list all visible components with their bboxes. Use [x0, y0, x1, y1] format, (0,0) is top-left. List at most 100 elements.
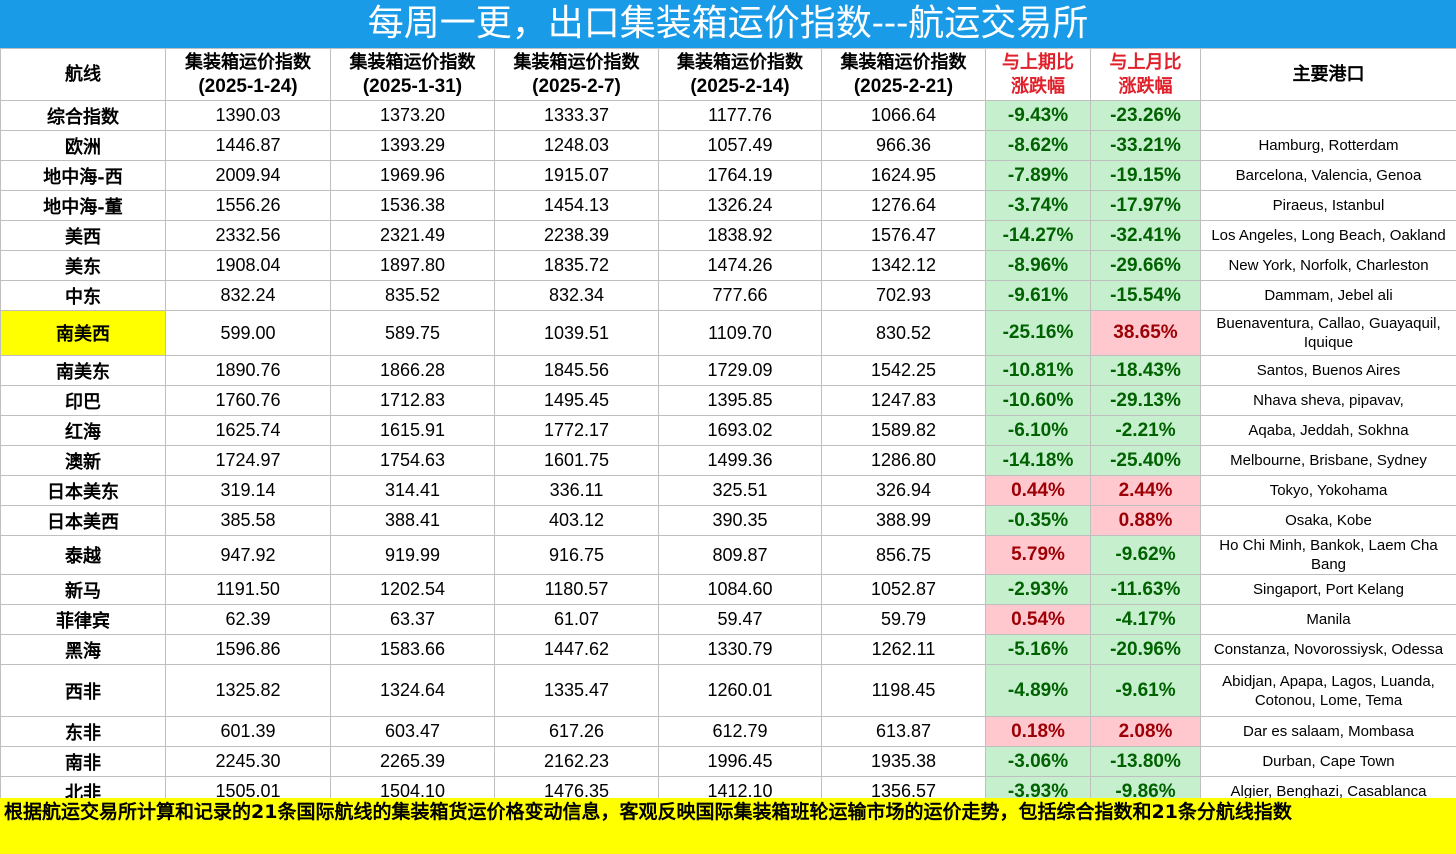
header-row: 航线 集装箱运价指数 (2025-1-24) 集装箱运价指数 (2025-1-31) 集装…	[0, 48, 1456, 101]
header-line: 集装箱运价指数	[349, 51, 476, 73]
table-cell: 1596.86	[165, 634, 331, 665]
table-row: 印巴 1760.76 1712.83 1495.45 1395.85 1247.83 -10…	[0, 385, 1456, 416]
table-cell: 1447.62	[494, 634, 659, 665]
table-cell: 2332.56	[165, 220, 331, 251]
table-cell: 1324.64	[330, 664, 495, 717]
header-line: (2025-1-31)	[362, 75, 463, 97]
table-row: 地中海-董 1556.26 1536.38 1454.13 1326.24 1276.64…	[0, 190, 1456, 221]
table-cell: 1330.79	[658, 634, 822, 665]
table-cell: Aqaba, Jeddah, Sokhna	[1200, 415, 1456, 446]
table-cell: 1454.13	[494, 190, 659, 221]
table-cell: 东非	[0, 716, 166, 747]
table-cell: 1866.28	[330, 355, 495, 386]
table-cell: 1556.26	[165, 190, 331, 221]
table-body: 综合指数 1390.03 1373.20 1333.37 1177.76 1066.64-…	[0, 100, 1456, 807]
table-cell: 601.39	[165, 716, 331, 747]
table-cell: Buenaventura, Callao, Guayaquil, Iquique	[1200, 310, 1456, 356]
table-cell: -20.96%	[1090, 634, 1201, 665]
table-cell: -8.62%	[985, 130, 1091, 161]
table-cell: New York, Norfolk, Charleston	[1200, 250, 1456, 281]
header-line: (2025-2-7)	[532, 75, 621, 97]
table-cell: Dammam, Jebel ali	[1200, 280, 1456, 311]
table-cell: 2.08%	[1090, 716, 1201, 747]
table-cell: -33.21%	[1090, 130, 1201, 161]
table-cell: 1915.07	[494, 160, 659, 191]
table-cell: 菲律宾	[0, 604, 166, 635]
table-cell: 0.88%	[1090, 505, 1201, 536]
table-cell: 1039.51	[494, 310, 659, 356]
table-row: 红海 1625.74 1615.91 1772.17 1693.02 1589.82 -6.…	[0, 415, 1456, 446]
table-row: 美东 1908.04 1897.80 1835.72 1474.26 1342.12 -8.…	[0, 250, 1456, 281]
table-cell: 1286.80	[821, 445, 986, 476]
table-cell: 地中海-董	[0, 190, 166, 221]
table-cell: 966.36	[821, 130, 986, 161]
table-cell: 澳新	[0, 445, 166, 476]
table-cell: 1495.45	[494, 385, 659, 416]
table-row: 西非 1325.82 1324.64 1335.47 1260.01 1198.45 -4.…	[0, 664, 1456, 717]
table-row: 美西 2332.56 2321.49 2238.39 1838.92 1576.47 -14…	[0, 220, 1456, 251]
table-cell: 1260.01	[658, 664, 822, 717]
table-cell: 1057.49	[658, 130, 822, 161]
header-line: 航线	[65, 63, 101, 85]
freight-table: 航线 集装箱运价指数 (2025-1-24) 集装箱运价指数 (2025-1-31) 集装…	[0, 48, 1456, 807]
table-cell: 1583.66	[330, 634, 495, 665]
table-cell: -29.66%	[1090, 250, 1201, 281]
table-cell: 1838.92	[658, 220, 822, 251]
table-cell: 916.75	[494, 535, 659, 575]
table-cell: 美西	[0, 220, 166, 251]
table-cell: 385.58	[165, 505, 331, 536]
header-line: 与上期比	[1002, 51, 1074, 73]
table-cell: 835.52	[330, 280, 495, 311]
table-row: 南美西 599.00 589.75 1039.51 1109.70 830.52 -25.1…	[0, 310, 1456, 356]
table-cell: 1393.29	[330, 130, 495, 161]
table-cell: 地中海-西	[0, 160, 166, 191]
table-cell: 612.79	[658, 716, 822, 747]
table-cell: 西非	[0, 664, 166, 717]
table-cell: 1276.64	[821, 190, 986, 221]
column-header: 航线	[0, 48, 166, 101]
table-cell: 2.44%	[1090, 475, 1201, 506]
header-line: 主要港口	[1292, 63, 1365, 85]
table-cell: -9.61%	[985, 280, 1091, 311]
table-cell: Durban, Cape Town	[1200, 746, 1456, 777]
table-cell: 390.35	[658, 505, 822, 536]
table-cell: 1180.57	[494, 574, 659, 605]
table-cell: 5.79%	[985, 535, 1091, 575]
table-row: 澳新 1724.97 1754.63 1601.75 1499.36 1286.80 -14…	[0, 445, 1456, 476]
table-cell: Los Angeles, Long Beach, Oakland	[1200, 220, 1456, 251]
table-row: 黑海 1596.86 1583.66 1447.62 1330.79 1262.11 -5.…	[0, 634, 1456, 665]
table-cell: 综合指数	[0, 100, 166, 131]
footer-note: 根据航运交易所计算和记录的21条国际航线的集装箱货运价格变动信息，客观反映国际集…	[0, 798, 1456, 854]
table-cell: 61.07	[494, 604, 659, 635]
table-cell: 黑海	[0, 634, 166, 665]
table-row: 日本美东 319.14 314.41 336.11 325.51 326.94 0.44% 2…	[0, 475, 1456, 506]
column-header: 与上期比 涨跌幅	[985, 48, 1091, 101]
table-cell: Manila	[1200, 604, 1456, 635]
table-cell: -29.13%	[1090, 385, 1201, 416]
table-cell: 1624.95	[821, 160, 986, 191]
column-header: 集装箱运价指数 (2025-2-7)	[494, 48, 659, 101]
table-cell: Nhava sheva, pipavav,	[1200, 385, 1456, 416]
table-cell: 1326.24	[658, 190, 822, 221]
table-row: 泰越 947.92 919.99 916.75 809.87 856.75 5.79% -9.…	[0, 535, 1456, 575]
table-cell	[1200, 100, 1456, 131]
table-cell: 南非	[0, 746, 166, 777]
table-cell: 314.41	[330, 475, 495, 506]
column-header: 与上月比 涨跌幅	[1090, 48, 1201, 101]
table-cell: 1693.02	[658, 415, 822, 446]
header-line: 涨跌幅	[1118, 75, 1173, 97]
table-cell: Piraeus, Istanbul	[1200, 190, 1456, 221]
table-cell: 新马	[0, 574, 166, 605]
table-cell: 1764.19	[658, 160, 822, 191]
table-cell: 2009.94	[165, 160, 331, 191]
table-cell: 1342.12	[821, 250, 986, 281]
table-cell: -4.89%	[985, 664, 1091, 717]
column-header: 集装箱运价指数 (2025-1-24)	[165, 48, 331, 101]
table-cell: -3.06%	[985, 746, 1091, 777]
table-cell: 1969.96	[330, 160, 495, 191]
table-cell: 1712.83	[330, 385, 495, 416]
table-cell: Santos, Buenos Aires	[1200, 355, 1456, 386]
table-row: 日本美西 385.58 388.41 403.12 390.35 388.99 -0.35%…	[0, 505, 1456, 536]
table-cell: Osaka, Kobe	[1200, 505, 1456, 536]
table-cell: 388.99	[821, 505, 986, 536]
